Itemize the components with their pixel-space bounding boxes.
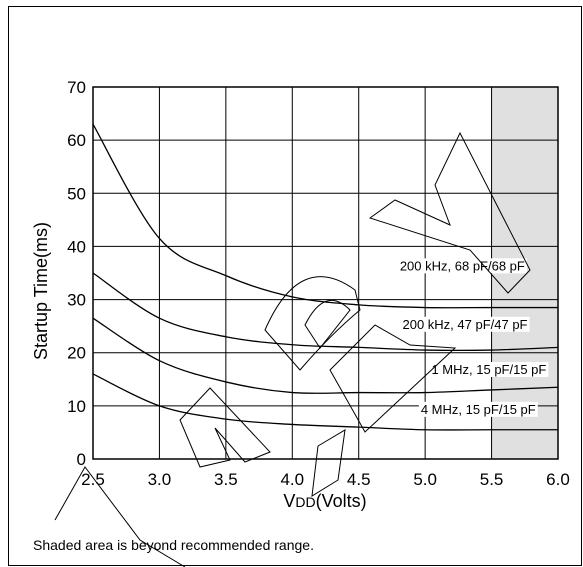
y-tick-label-0: 0: [77, 450, 86, 469]
series-label-3: 4 MHz, 15 pF/15 pF: [421, 402, 536, 417]
x-tick-label-6: 5.5: [480, 470, 504, 489]
x-axis-title-subscript: DD: [295, 494, 315, 510]
series-label-bg-3: [418, 401, 538, 417]
y-tick-label-5: 50: [67, 184, 86, 203]
x-tick-label-0: 2.5: [81, 470, 105, 489]
series-line-1: [92, 272, 559, 352]
y-tick-label-1: 10: [67, 397, 86, 416]
y-tick-label-7: 70: [67, 78, 86, 97]
series-line-2: [92, 317, 559, 395]
series-line-0: [92, 123, 558, 309]
series-label-bg-0: [397, 258, 527, 274]
draft-watermark: [54, 131, 531, 567]
series-label-0: 200 kHz, 68 pF/68 pF: [400, 258, 525, 273]
y-tick-label-6: 60: [67, 131, 86, 150]
x-axis-title-main: V: [283, 491, 295, 511]
x-tick-label-1: 3.0: [148, 470, 172, 489]
x-axis-title: VDD(Volts): [283, 491, 366, 511]
x-axis-title-unit: (Volts): [316, 491, 367, 511]
shaded-area-note: Shaded area is beyond recommended range.: [33, 537, 314, 553]
y-axis-title: Startup Time(ms): [31, 222, 51, 360]
series-label-2: 1 MHz, 15 pF/15 pF: [431, 362, 546, 377]
series-label-bg-2: [429, 361, 549, 377]
series-label-1: 200 kHz, 47 pF/47 pF: [402, 317, 527, 332]
curve-labels-layer: 200 kHz, 68 pF/68 pF 200 kHz, 47 pF/47 pF…: [397, 258, 549, 417]
series-label-bg-1: [400, 316, 530, 332]
x-tick-label-4: 4.5: [347, 470, 371, 489]
series-line-3: [92, 373, 558, 431]
curves-layer: [92, 123, 559, 431]
x-tick-label-7: 6.0: [546, 470, 570, 489]
x-tick-label-5: 5.0: [413, 470, 437, 489]
x-tick-label-2: 3.5: [214, 470, 238, 489]
y-tick-label-2: 20: [67, 344, 86, 363]
y-tick-label-4: 40: [67, 237, 86, 256]
grid-layer: [92, 86, 559, 460]
tick-labels-layer: 2.5 3.0 3.5 4.0 4.5 5.0 5.5 6.0 0 10 20 30 40 50 60 70: [67, 78, 570, 489]
y-tick-label-3: 30: [67, 291, 86, 310]
chart-frame: [8, 6, 582, 566]
x-tick-label-3: 4.0: [280, 470, 304, 489]
